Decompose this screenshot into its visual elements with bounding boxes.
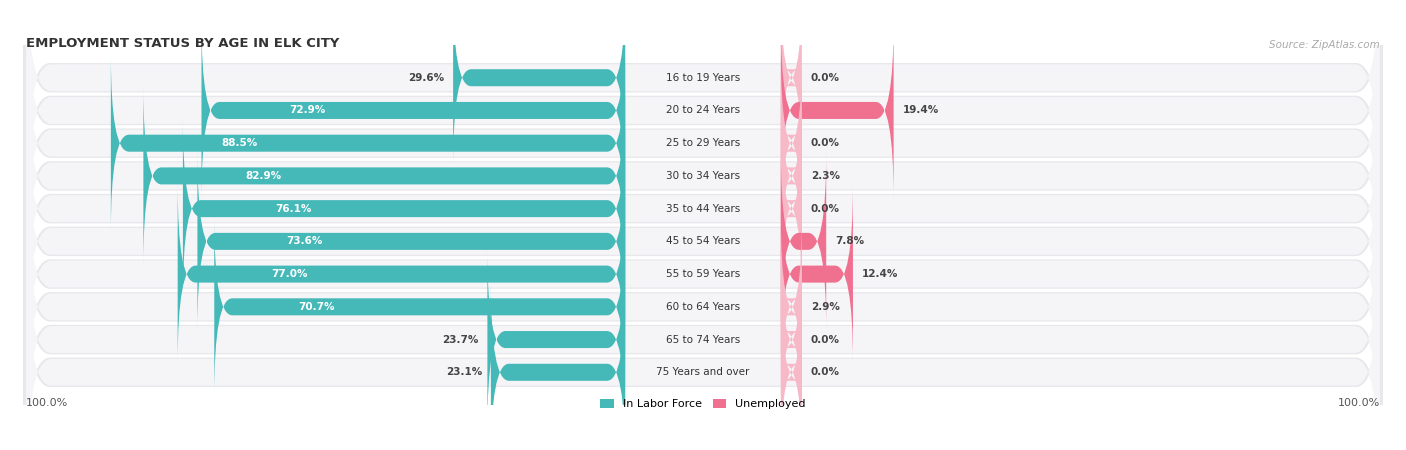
Text: 60 to 64 Years: 60 to 64 Years [666,302,740,312]
FancyBboxPatch shape [22,240,1384,450]
FancyBboxPatch shape [201,21,626,200]
FancyBboxPatch shape [22,11,1384,276]
Text: 7.8%: 7.8% [835,236,865,246]
Text: EMPLOYMENT STATUS BY AGE IN ELK CITY: EMPLOYMENT STATUS BY AGE IN ELK CITY [27,37,339,50]
FancyBboxPatch shape [22,0,1384,243]
Text: 20 to 24 Years: 20 to 24 Years [666,105,740,116]
Text: 70.7%: 70.7% [298,302,335,312]
Text: 2.9%: 2.9% [811,302,839,312]
FancyBboxPatch shape [780,0,801,167]
Text: 75 Years and over: 75 Years and over [657,367,749,377]
Text: 23.1%: 23.1% [446,367,482,377]
Text: 82.9%: 82.9% [246,171,281,181]
FancyBboxPatch shape [488,250,626,429]
Text: 55 to 59 Years: 55 to 59 Years [666,269,740,279]
FancyBboxPatch shape [780,152,827,331]
Text: 73.6%: 73.6% [287,236,322,246]
Text: 45 to 54 Years: 45 to 54 Years [666,236,740,246]
FancyBboxPatch shape [27,150,1379,398]
FancyBboxPatch shape [27,52,1379,300]
FancyBboxPatch shape [27,85,1379,333]
FancyBboxPatch shape [22,207,1384,450]
Text: 30 to 34 Years: 30 to 34 Years [666,171,740,181]
Text: 100.0%: 100.0% [27,398,69,408]
FancyBboxPatch shape [780,184,853,364]
Text: 0.0%: 0.0% [811,334,839,345]
Text: 0.0%: 0.0% [811,367,839,377]
FancyBboxPatch shape [27,216,1379,450]
FancyBboxPatch shape [143,86,626,266]
FancyBboxPatch shape [453,0,626,167]
Text: 16 to 19 Years: 16 to 19 Years [666,73,740,83]
FancyBboxPatch shape [22,142,1384,407]
Text: 77.0%: 77.0% [271,269,308,279]
FancyBboxPatch shape [491,283,626,450]
Text: 88.5%: 88.5% [221,138,257,148]
FancyBboxPatch shape [780,54,801,233]
FancyBboxPatch shape [27,0,1379,202]
Text: 0.0%: 0.0% [811,138,839,148]
FancyBboxPatch shape [111,54,626,233]
FancyBboxPatch shape [780,119,801,298]
FancyBboxPatch shape [780,217,801,396]
FancyBboxPatch shape [27,0,1379,234]
Text: 35 to 44 Years: 35 to 44 Years [666,204,740,214]
Text: 19.4%: 19.4% [903,105,939,116]
FancyBboxPatch shape [780,250,801,429]
FancyBboxPatch shape [780,21,894,200]
FancyBboxPatch shape [22,43,1384,308]
FancyBboxPatch shape [22,0,1384,210]
Text: 65 to 74 Years: 65 to 74 Years [666,334,740,345]
FancyBboxPatch shape [22,174,1384,439]
Text: 25 to 29 Years: 25 to 29 Years [666,138,740,148]
FancyBboxPatch shape [27,248,1379,450]
FancyBboxPatch shape [27,19,1379,267]
FancyBboxPatch shape [177,184,626,364]
Legend: In Labor Force, Unemployed: In Labor Force, Unemployed [596,395,810,414]
Text: 0.0%: 0.0% [811,204,839,214]
FancyBboxPatch shape [22,76,1384,341]
FancyBboxPatch shape [780,86,801,266]
Text: 100.0%: 100.0% [1337,398,1379,408]
FancyBboxPatch shape [780,283,801,450]
Text: 72.9%: 72.9% [290,105,326,116]
FancyBboxPatch shape [197,152,626,331]
FancyBboxPatch shape [27,183,1379,431]
Text: 23.7%: 23.7% [441,334,478,345]
Text: 2.3%: 2.3% [811,171,839,181]
FancyBboxPatch shape [214,217,626,396]
Text: 29.6%: 29.6% [408,73,444,83]
Text: 12.4%: 12.4% [862,269,898,279]
Text: 0.0%: 0.0% [811,73,839,83]
FancyBboxPatch shape [27,117,1379,365]
FancyBboxPatch shape [183,119,626,298]
FancyBboxPatch shape [22,109,1384,374]
Text: Source: ZipAtlas.com: Source: ZipAtlas.com [1270,40,1379,50]
Text: 76.1%: 76.1% [276,204,312,214]
